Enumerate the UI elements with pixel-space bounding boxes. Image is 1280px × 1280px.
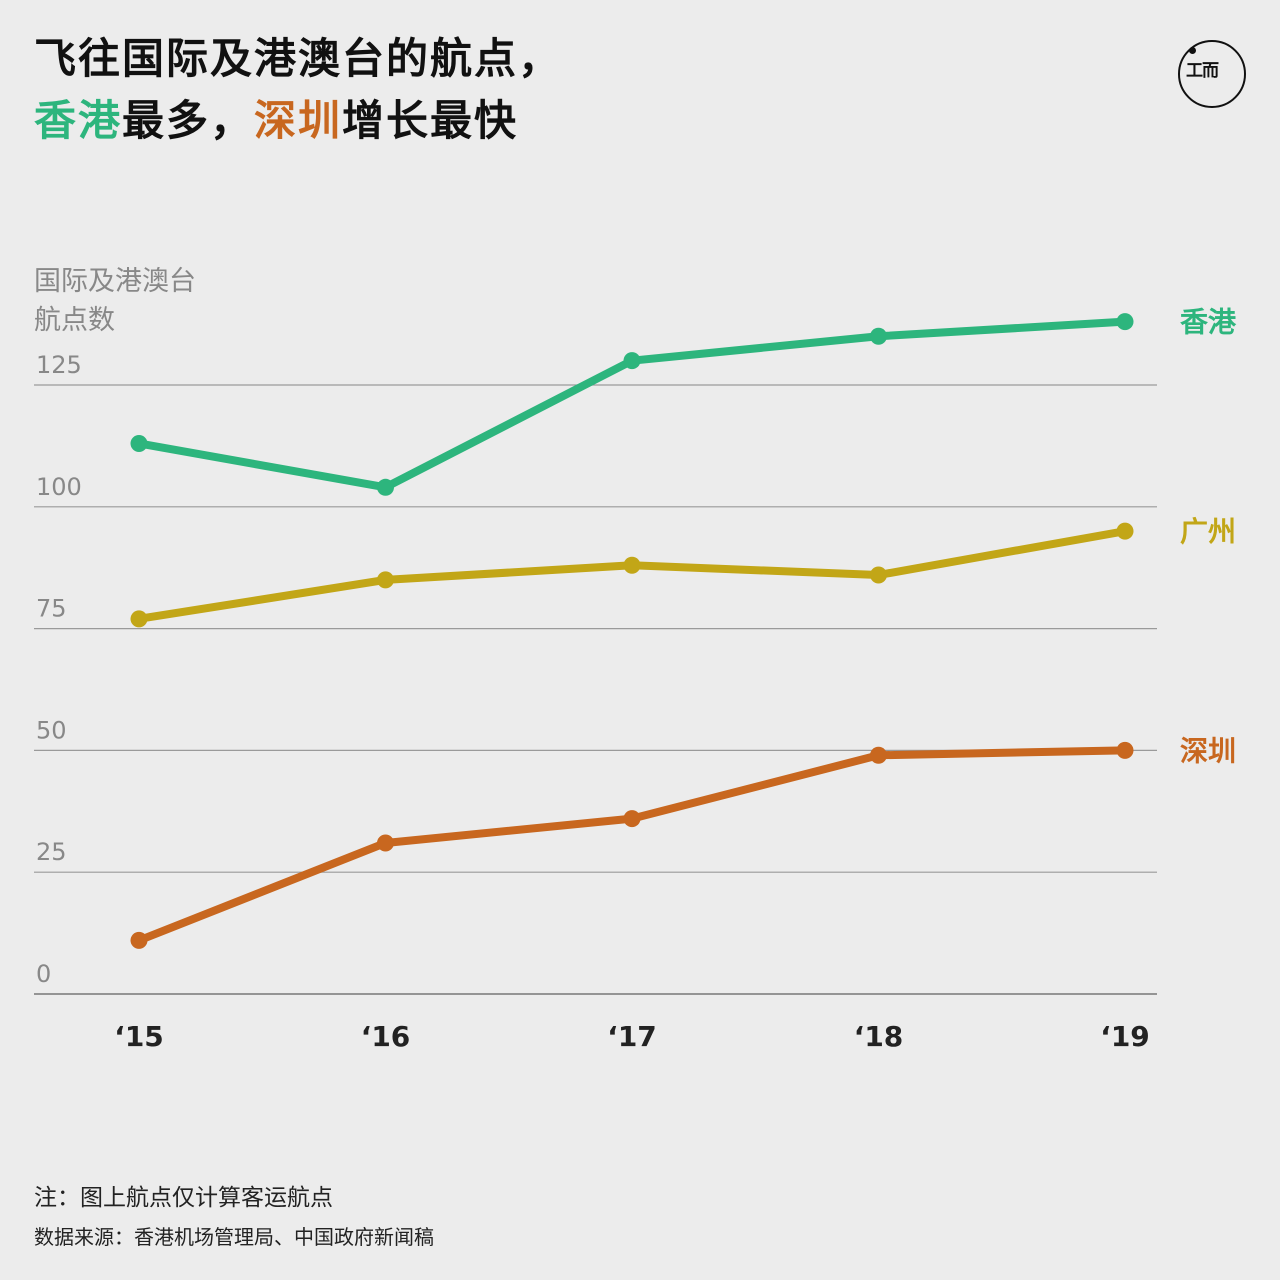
- data-point-2-3: [870, 746, 887, 764]
- y-tick-label-125: 125: [36, 351, 82, 379]
- x-tick-label-4: ‘19: [1100, 1020, 1150, 1053]
- data-point-0-4: [1116, 313, 1134, 331]
- data-point-0-1: [377, 478, 394, 496]
- x-tick-label-3: ‘18: [854, 1020, 904, 1053]
- logo-mark: 工而: [1186, 61, 1219, 81]
- y-tick-label-25: 25: [36, 838, 67, 866]
- title-highlight-hong-kong: 香港: [34, 96, 123, 145]
- data-point-1-1: [377, 571, 394, 589]
- data-point-1-3: [870, 566, 887, 584]
- data-point-0-3: [870, 327, 887, 345]
- title-highlight-shenzhen: 深圳: [254, 96, 343, 145]
- data-point-0-2: [623, 352, 641, 370]
- y-tick-label-50: 50: [36, 716, 67, 744]
- data-point-2-1: [377, 834, 394, 852]
- data-point-1-0: [130, 610, 148, 628]
- y-axis-label-line-2: 航点数: [34, 305, 115, 336]
- title-text-most: 最多，: [122, 96, 255, 145]
- data-point-2-4: [1116, 741, 1134, 759]
- y-axis-label: 国际及港澳台 航点数: [34, 262, 254, 340]
- y-tick-label-100: 100: [36, 473, 82, 501]
- series-line-2: [135, 746, 1129, 945]
- series-label-2: 深圳: [1180, 734, 1236, 767]
- x-tick-label-2: ‘17: [607, 1020, 657, 1053]
- x-tick-label-0: ‘15: [114, 1020, 164, 1053]
- data-point-1-4: [1116, 522, 1134, 540]
- series-label-0: 香港: [1180, 306, 1237, 339]
- footnote: 注：图上航点仅计算客运航点: [34, 1185, 333, 1211]
- y-tick-label-75: 75: [36, 595, 67, 623]
- y-axis-label-line-1: 国际及港澳台: [34, 266, 196, 297]
- logo-dot: [1189, 47, 1196, 54]
- data-point-2-0: [130, 931, 148, 949]
- data-point-1-2: [623, 556, 641, 574]
- title-line-1: 飞往国际及港澳台的航点，: [34, 34, 563, 83]
- data-point-2-2: [623, 810, 641, 828]
- x-tick-label-1: ‘16: [361, 1020, 411, 1053]
- title-text-fastest: 增长最快: [342, 96, 519, 145]
- series-label-1: 广州: [1180, 515, 1236, 548]
- chart-title: 飞往国际及港澳台的航点， 香港最多，深圳增长最快: [34, 28, 562, 152]
- initium-logo: 工而: [1178, 40, 1246, 108]
- series-line-0: [135, 317, 1129, 492]
- series-line-1: [135, 527, 1129, 623]
- data-source: 数据来源：香港机场管理局、中国政府新闻稿: [34, 1225, 434, 1249]
- data-point-0-0: [130, 434, 148, 452]
- y-tick-label-0: 0: [36, 960, 51, 988]
- title-line-2: 香港最多，深圳增长最快: [34, 90, 562, 152]
